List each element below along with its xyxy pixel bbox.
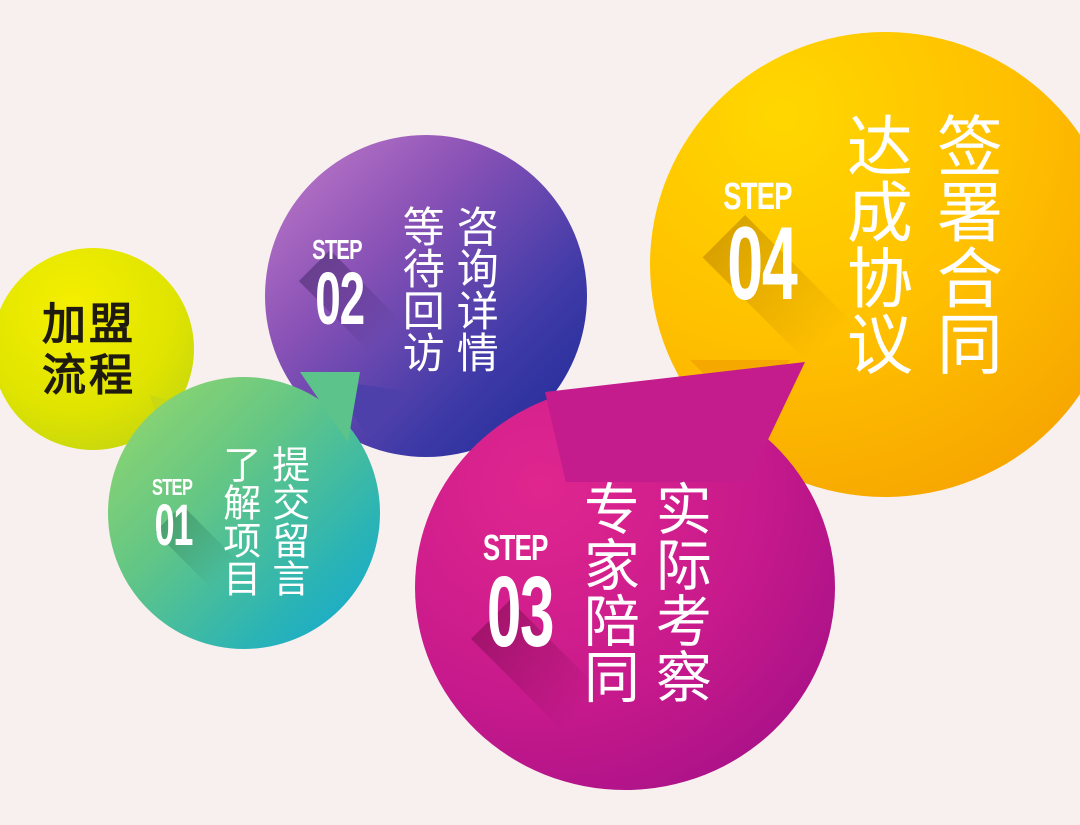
- step01-text-col1: 提交留言: [265, 445, 310, 597]
- step04-tag: STEP 04: [712, 178, 797, 322]
- step03-text-col1: 实际考察: [646, 480, 712, 704]
- step03-step-label: STEP: [482, 527, 549, 568]
- step04-text-col2: 达成协议: [835, 112, 913, 376]
- step02-number: 02: [315, 257, 365, 340]
- step01-number: 01: [154, 493, 194, 558]
- step01-step-label: STEP: [151, 474, 193, 500]
- step01-tag: STEP 01: [144, 476, 200, 555]
- step04-number: 04: [727, 206, 797, 322]
- step02-text-col1: 咨询详情: [450, 205, 500, 373]
- title-text: 加盟 流程: [42, 299, 136, 401]
- step02-text-col2: 等待回访: [396, 205, 446, 373]
- step04-text-col1: 签署合同: [925, 112, 1003, 376]
- step02-step-label: STEP: [312, 234, 363, 265]
- step02-tag: STEP 02: [302, 236, 372, 336]
- step03-text-col2: 专家陪同: [574, 480, 640, 704]
- step03-number: 03: [486, 556, 555, 668]
- title-line1: 加盟: [42, 299, 136, 350]
- step01-text-col2: 了解项目: [216, 445, 261, 597]
- title-line2: 流程: [42, 349, 136, 401]
- step03-tag: STEP 03: [472, 527, 555, 668]
